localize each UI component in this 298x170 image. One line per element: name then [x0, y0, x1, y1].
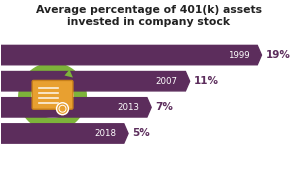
FancyBboxPatch shape [32, 80, 73, 109]
Polygon shape [1, 124, 128, 143]
Text: 1999: 1999 [228, 50, 249, 59]
Text: 19%: 19% [266, 50, 290, 60]
Text: 2013: 2013 [117, 103, 139, 112]
Text: Average percentage of 401(k) assets
invested in company stock: Average percentage of 401(k) assets inve… [36, 5, 262, 28]
Text: 5%: 5% [132, 129, 150, 139]
Text: 2018: 2018 [94, 129, 116, 138]
Text: 11%: 11% [194, 76, 219, 86]
Text: 7%: 7% [155, 102, 173, 112]
Polygon shape [1, 98, 151, 117]
Polygon shape [1, 72, 190, 91]
Text: 2007: 2007 [156, 77, 178, 86]
Polygon shape [1, 45, 261, 65]
Circle shape [57, 103, 69, 115]
